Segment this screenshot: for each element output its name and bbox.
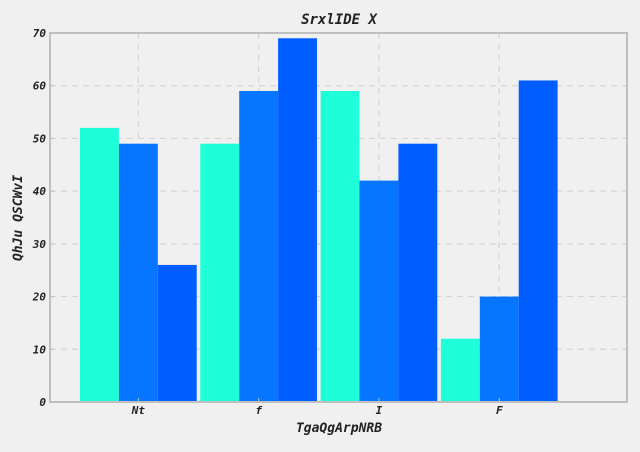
y-tick-label: 70	[33, 27, 47, 40]
y-tick-label: 50	[33, 132, 47, 145]
x-tick-label: I	[376, 404, 383, 417]
bar	[359, 180, 399, 402]
bar	[80, 127, 119, 402]
bar	[320, 90, 360, 402]
chart-title: SrxlIDE X	[301, 12, 378, 28]
bar	[398, 143, 438, 402]
x-tick-label: F	[496, 404, 503, 417]
bar	[440, 338, 480, 402]
bars-layer	[80, 38, 558, 403]
x-tick-label: f	[255, 404, 262, 417]
y-tick-label: 0	[39, 396, 46, 409]
y-tick-label: 30	[32, 238, 47, 251]
y-tick-label: 10	[33, 343, 47, 356]
bar	[239, 90, 279, 402]
bar	[200, 143, 240, 402]
axes-frame	[49, 32, 628, 403]
bar	[157, 264, 197, 402]
y-tick-label: 60	[33, 80, 47, 93]
bar	[518, 80, 558, 402]
x-tick-label: Nt	[131, 404, 146, 417]
bar	[479, 296, 519, 402]
y-axis-label: QhJu QSCWvI	[11, 175, 26, 261]
bar	[278, 38, 317, 403]
bar	[118, 143, 158, 402]
y-tick-label: 40	[33, 185, 47, 198]
y-tick-label: 20	[32, 291, 47, 304]
x-axis-label: TgaQgArpNRB	[296, 421, 382, 436]
ticks-layer: 0 10 20 30 40 50 60 70 Nt f I F	[32, 27, 503, 417]
